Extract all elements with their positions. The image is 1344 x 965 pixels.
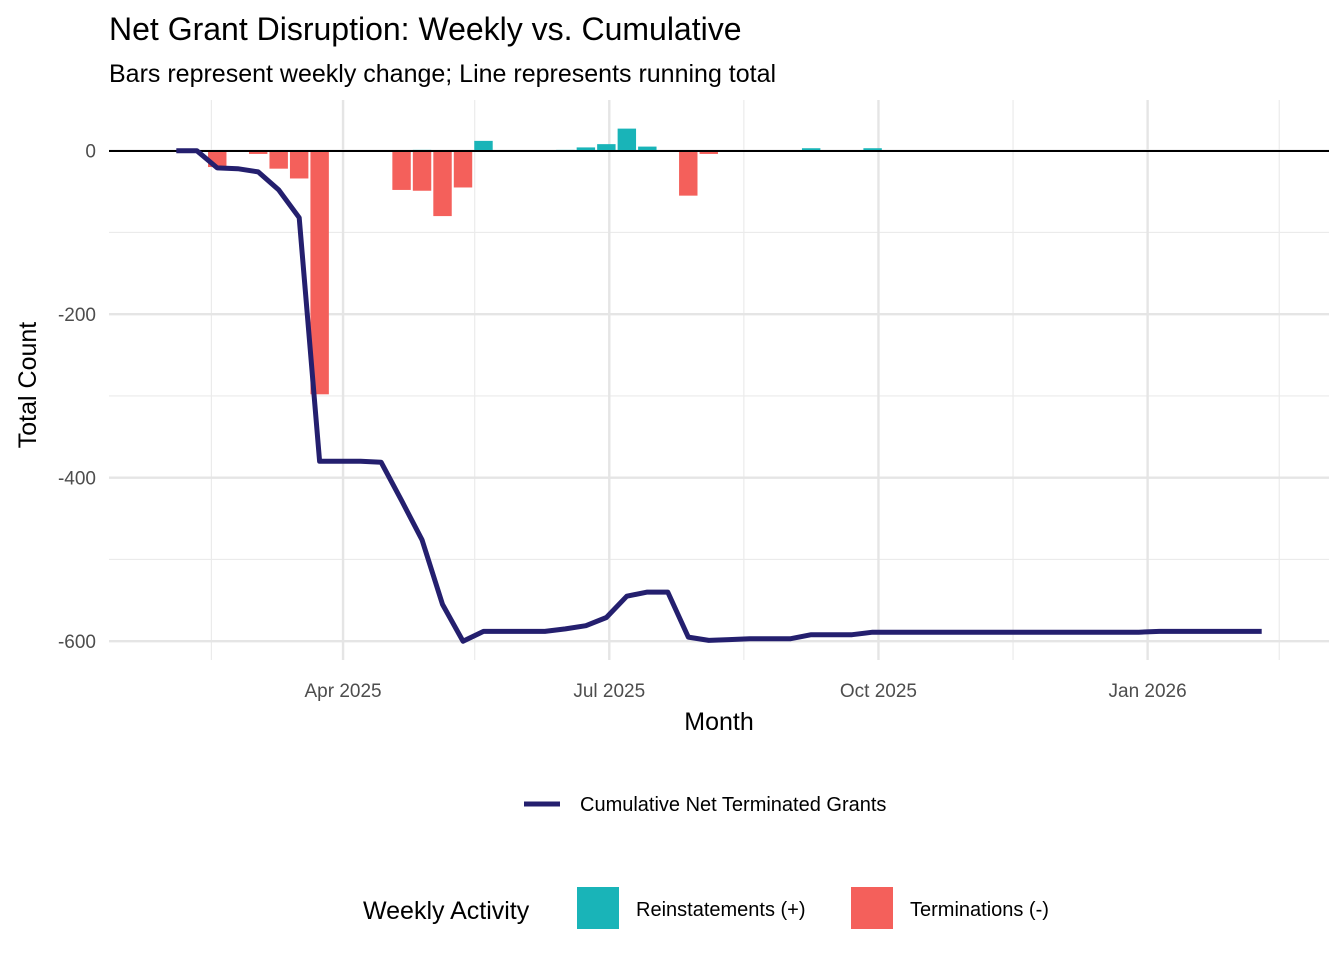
x-tick-label: Apr 2025 (304, 681, 381, 702)
legend-label-reinstatements: Reinstatements (+) (636, 899, 806, 921)
chart-title: Net Grant Disruption: Weekly vs. Cumulat… (109, 11, 742, 47)
x-axis-label: Month (684, 708, 753, 736)
y-tick-label: -200 (58, 305, 96, 326)
bar-terminations (392, 150, 411, 190)
chart-subtitle: Bars represent weekly change; Line repre… (109, 60, 776, 88)
bar-reinstatements (801, 148, 821, 151)
bar-terminations (289, 150, 309, 179)
x-axis-ticks: Apr 2025 Jul 2025 Oct 2025 Jan 2026 (304, 681, 1186, 702)
bar-reinstatements (474, 140, 493, 151)
bar-terminations (453, 150, 473, 188)
bar-reinstatements (617, 128, 637, 151)
bar-terminations (310, 150, 329, 395)
legend-line-label: Cumulative Net Terminated Grants (580, 794, 886, 816)
y-tick-label: 0 (85, 142, 96, 163)
legend-label-terminations: Terminations (-) (910, 899, 1049, 921)
cumulative-line (176, 148, 1262, 644)
bar-terminations (412, 150, 432, 191)
bar-reinstatements (863, 148, 882, 151)
x-tick-label: Jan 2026 (1109, 681, 1187, 702)
bar-reinstatements (576, 147, 596, 151)
y-tick-label: -400 (58, 469, 96, 490)
bar-terminations (248, 150, 268, 154)
x-tick-label: Jul 2025 (573, 681, 645, 702)
bars (208, 128, 882, 395)
grid (109, 100, 1329, 660)
legend-key-reinstatements (577, 887, 619, 929)
bar-terminations (269, 150, 288, 169)
legend-fill: Weekly Activity Reinstatements (+) Termi… (363, 887, 1049, 929)
y-axis-ticks: 0 -200 -400 -600 (58, 142, 96, 654)
y-axis-label: Total Count (14, 322, 42, 449)
y-tick-label: -600 (58, 632, 96, 653)
legend-line: Cumulative Net Terminated Grants (524, 794, 886, 816)
bar-terminations (679, 150, 698, 196)
bar-terminations (433, 150, 452, 217)
legend-fill-title: Weekly Activity (363, 897, 530, 925)
legend-key-terminations (851, 887, 893, 929)
bar-reinstatements (638, 146, 657, 151)
x-tick-label: Oct 2025 (840, 681, 917, 702)
bar-terminations (699, 150, 718, 154)
bar-reinstatements (597, 144, 616, 151)
